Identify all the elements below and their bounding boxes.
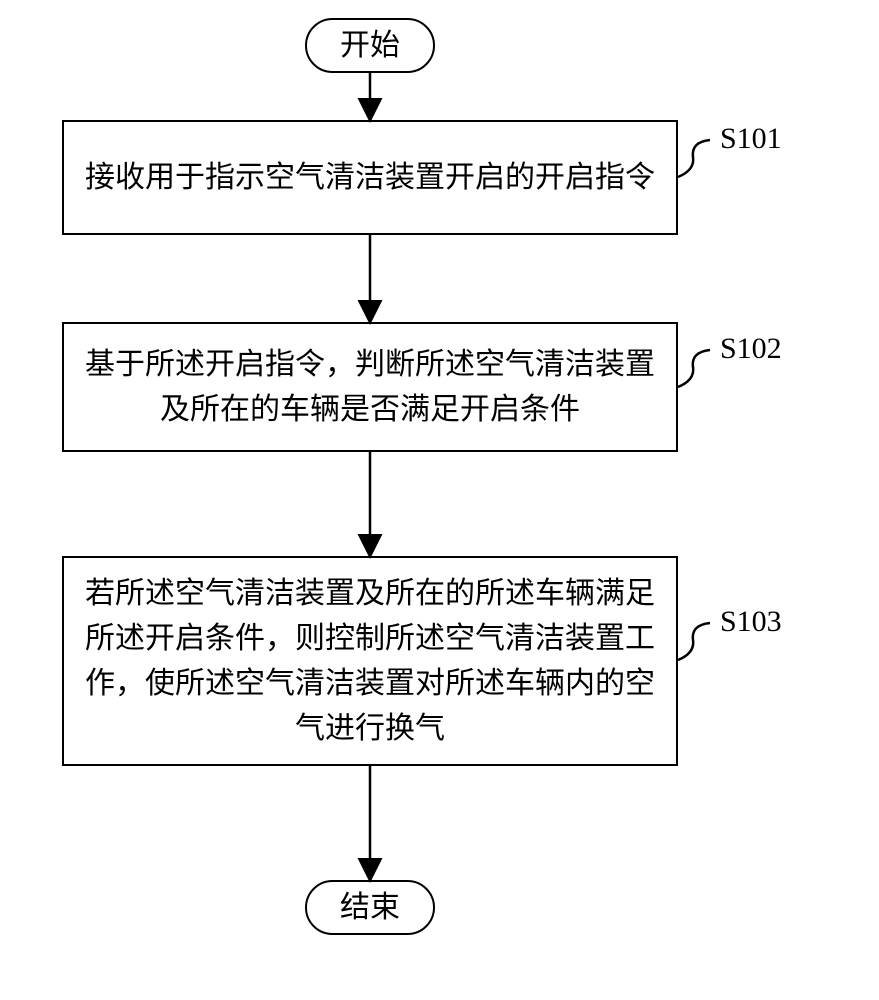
- start-node: 开始: [305, 18, 435, 73]
- end-label: 结束: [340, 885, 400, 930]
- step-label-s103: S103: [720, 605, 782, 639]
- label-curve-s102: [678, 350, 710, 387]
- process-s103: 若所述空气清洁装置及所在的所述车辆满足所述开启条件，则控制所述空气清洁装置工作，…: [62, 556, 678, 766]
- label-curve-s103: [678, 623, 710, 660]
- process-s101: 接收用于指示空气清洁装置开启的开启指令: [62, 120, 678, 235]
- end-node: 结束: [305, 880, 435, 935]
- step-label-s102: S102: [720, 332, 782, 366]
- process-s102: 基于所述开启指令，判断所述空气清洁装置及所在的车辆是否满足开启条件: [62, 322, 678, 452]
- start-label: 开始: [340, 23, 400, 68]
- step-label-s103-text: S103: [720, 605, 782, 639]
- process-s103-text: 若所述空气清洁装置及所在的所述车辆满足所述开启条件，则控制所述空气清洁装置工作，…: [84, 571, 656, 751]
- process-s102-text: 基于所述开启指令，判断所述空气清洁装置及所在的车辆是否满足开启条件: [84, 342, 656, 432]
- step-label-s102-text: S102: [720, 332, 782, 366]
- label-curve-s101: [678, 140, 710, 177]
- flowchart-container: 开始 接收用于指示空气清洁装置开启的开启指令 S101 基于所述开启指令，判断所…: [0, 0, 879, 1000]
- process-s101-text: 接收用于指示空气清洁装置开启的开启指令: [85, 155, 655, 200]
- step-label-s101: S101: [720, 122, 782, 156]
- step-label-s101-text: S101: [720, 122, 782, 156]
